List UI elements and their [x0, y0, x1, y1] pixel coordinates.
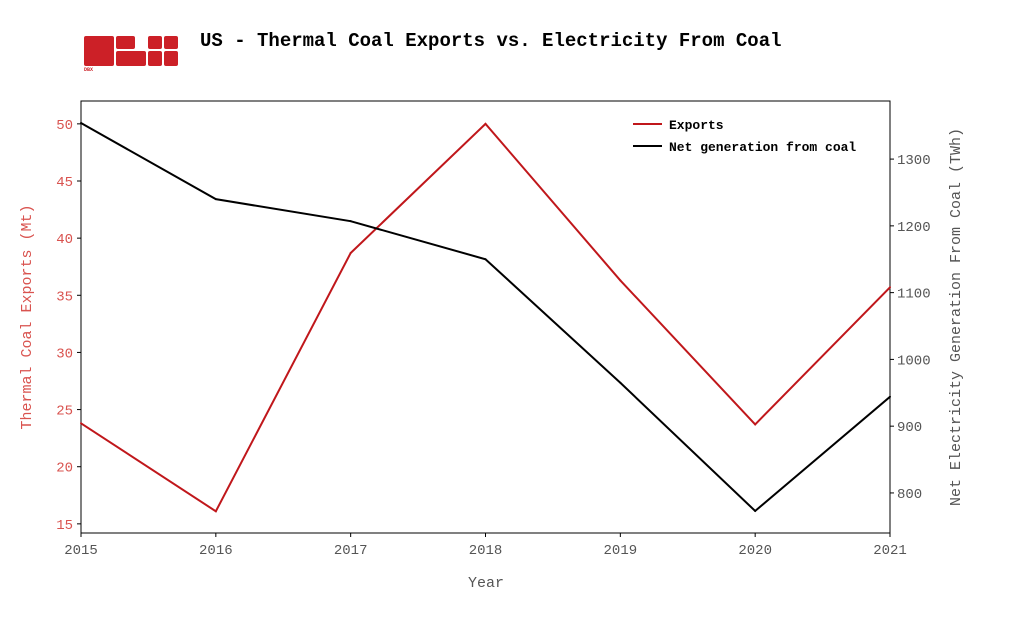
plot-area: [80, 100, 891, 534]
data-point: [484, 258, 487, 261]
data-point: [889, 286, 891, 289]
left-y-tick-label: 25: [56, 404, 73, 420]
x-tick-label: 2016: [199, 543, 233, 559]
left-axis-label: Thermal Coal Exports (Mt): [19, 204, 36, 429]
x-tick-label: 2018: [469, 543, 503, 559]
x-tick-label: 2019: [604, 543, 638, 559]
left-y-tick-label: 45: [56, 175, 73, 191]
data-point: [754, 423, 757, 426]
right-y-tick-label: 900: [897, 420, 922, 436]
left-y-tick-label: 50: [56, 118, 73, 134]
data-point: [349, 220, 352, 223]
data-point: [889, 395, 891, 398]
x-tick-label: 2015: [64, 543, 98, 559]
left-y-tick-label: 15: [56, 518, 73, 534]
legend-label-exports: Exports: [669, 118, 724, 133]
x-tick-label: 2017: [334, 543, 368, 559]
x-tick-label: 2021: [873, 543, 907, 559]
left-y-tick-label: 40: [56, 232, 73, 248]
data-point: [754, 509, 757, 512]
right-y-tick-label: 1100: [897, 287, 931, 303]
x-tick-label: 2020: [738, 543, 772, 559]
left-y-tick-label: 30: [56, 346, 73, 362]
legend-label-net-generation: Net generation from coal: [669, 140, 856, 155]
left-y-tick-label: 35: [56, 289, 73, 305]
series-line-exports: [80, 122, 891, 513]
data-point: [214, 198, 217, 201]
data-point: [619, 279, 622, 282]
data-point: [349, 252, 352, 254]
data-point: [619, 381, 622, 384]
right-y-tick-label: 1000: [897, 353, 931, 369]
right-y-tick-label: 800: [897, 487, 922, 503]
x-axis-label: Year: [468, 575, 504, 592]
series-line-net-generation: [80, 122, 891, 513]
svg-text:DBX: DBX: [84, 67, 93, 73]
right-y-tick-label: 1300: [897, 153, 931, 169]
logo: DBX: [84, 36, 178, 73]
data-point: [80, 422, 82, 425]
data-point: [214, 510, 217, 513]
right-axis-label: Net Electricity Generation From Coal (TW…: [948, 128, 965, 506]
left-y-tick-label: 20: [56, 461, 73, 477]
data-point: [484, 122, 487, 125]
right-y-tick-label: 1200: [897, 220, 931, 236]
data-point: [80, 122, 82, 125]
legend: Exports Net generation from coal: [633, 118, 856, 155]
chart-title: US - Thermal Coal Exports vs. Electricit…: [200, 30, 782, 52]
